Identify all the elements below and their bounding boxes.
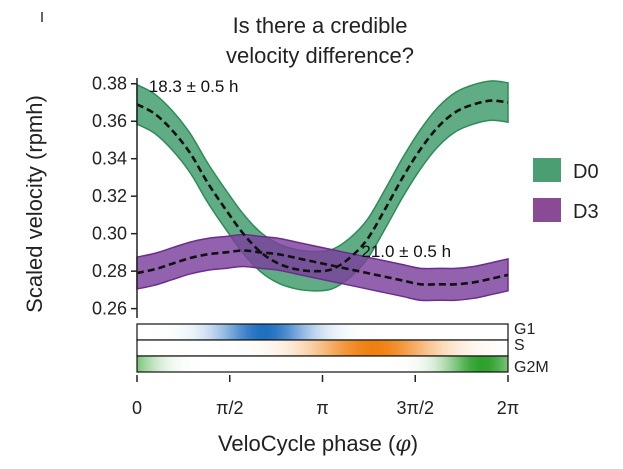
y-tick-label: 0.34 [92,149,127,169]
period-annotation: 18.3 ± 0.5 h [149,77,239,96]
chart-title-line-1: Is there a credible [233,13,408,38]
x-tick-label: 0 [132,398,142,418]
x-axis-label-suffix: ) [411,431,418,456]
legend-label-d3: D3 [573,201,599,223]
x-tick-label: 2π [497,398,519,418]
legend: D0 D3 [533,158,599,223]
x-tick-label: π [316,398,328,418]
y-tick-label: 0.26 [92,299,127,319]
phase-track-label-g1: G1 [514,321,535,338]
x-tick-label: 3π/2 [397,398,434,418]
x-axis-label: VeloCycle phase (φ) [218,431,418,457]
y-tick-label: 0.36 [92,111,127,131]
phase-track-label-s: S [514,337,525,354]
phase-tracks: G1S G2M [136,321,549,376]
y-tick-label: 0.30 [92,224,127,244]
y-axis-label: Scaled velocity (rpmh) [22,95,47,313]
y-axis: 0.26 0.28 0.30 0.32 0.34 0.36 0.38 [92,74,138,319]
y-tick-label: 0.38 [92,74,127,94]
x-axis: 0 π/2 π 3π/2 2π [132,375,519,418]
legend-swatch-d3 [533,198,561,222]
phase-track-s [136,339,509,357]
x-axis-label-symbol: φ [395,432,411,457]
mean-line-d3 [136,249,509,286]
legend-swatch-d0 [533,158,561,182]
x-axis-label-prefix: VeloCycle phase ( [218,431,396,456]
legend-label-d0: D0 [573,161,599,183]
y-tick-label: 0.32 [92,186,127,206]
x-tick-label: π/2 [216,398,243,418]
phase-track-g2m [136,355,509,373]
y-tick-label: 0.28 [92,261,127,281]
plot-area [136,80,509,302]
period-annotation: 21.0 ± 0.5 h [361,242,451,261]
mean-line-d0 [136,99,509,273]
phase-track-label-g2m: G2M [514,359,549,376]
band-d3 [136,233,509,302]
annotations: 18.3 ± 0.5 h 21.0 ± 0.5 h [149,77,451,261]
phase-track-g1 [136,323,509,341]
chart-title-line-2: velocity difference? [226,43,414,68]
band-d0 [136,80,509,292]
